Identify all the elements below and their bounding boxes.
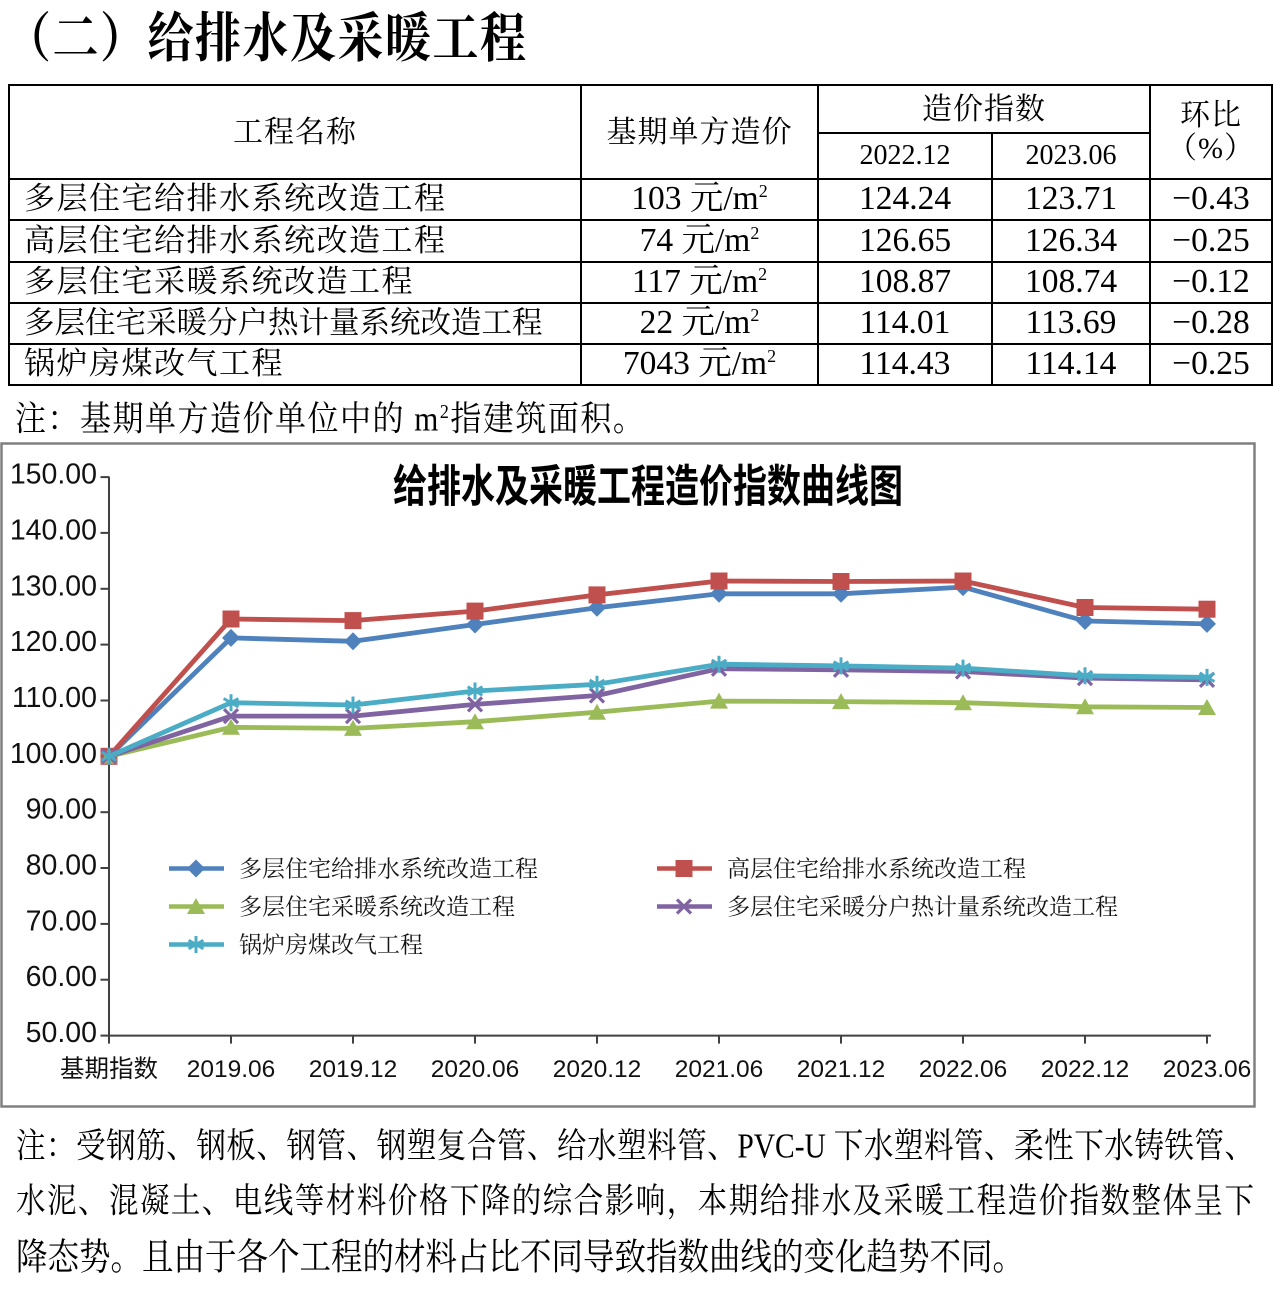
svg-text:60.00: 60.00 [26, 961, 97, 993]
svg-text:2023.06: 2023.06 [1163, 1056, 1252, 1083]
svg-text:120.00: 120.00 [10, 626, 97, 658]
svg-text:多层住宅给排水系统改造工程: 多层住宅给排水系统改造工程 [239, 857, 538, 882]
svg-text:50.00: 50.00 [26, 1017, 97, 1049]
svg-text:100.00: 100.00 [10, 738, 97, 770]
svg-text:基期指数: 基期指数 [60, 1055, 158, 1083]
svg-text:140.00: 140.00 [10, 514, 97, 546]
svg-text:2022.06: 2022.06 [919, 1056, 1008, 1083]
svg-text:70.00: 70.00 [26, 905, 97, 937]
svg-text:2021.12: 2021.12 [797, 1056, 886, 1083]
svg-text:高层住宅给排水系统改造工程: 高层住宅给排水系统改造工程 [727, 857, 1026, 882]
svg-text:130.00: 130.00 [10, 570, 97, 602]
svg-text:2022.12: 2022.12 [1041, 1056, 1130, 1083]
svg-text:2020.12: 2020.12 [553, 1056, 642, 1083]
svg-text:多层住宅采暖分户热计量系统改造工程: 多层住宅采暖分户热计量系统改造工程 [727, 895, 1118, 920]
svg-text:锅炉房煤改气工程: 锅炉房煤改气工程 [239, 933, 423, 958]
svg-text:2020.06: 2020.06 [431, 1056, 520, 1083]
svg-text:90.00: 90.00 [26, 794, 97, 826]
svg-text:110.00: 110.00 [12, 682, 97, 714]
svg-text:150.00: 150.00 [10, 459, 97, 491]
svg-text:2019.12: 2019.12 [309, 1056, 398, 1083]
svg-text:多层住宅采暖系统改造工程: 多层住宅采暖系统改造工程 [239, 895, 515, 920]
svg-text:2019.06: 2019.06 [187, 1056, 276, 1083]
svg-text:80.00: 80.00 [26, 850, 97, 882]
svg-text:2021.06: 2021.06 [675, 1056, 764, 1083]
svg-text:给排水及采暖工程造价指数曲线图: 给排水及采暖工程造价指数曲线图 [393, 462, 903, 511]
